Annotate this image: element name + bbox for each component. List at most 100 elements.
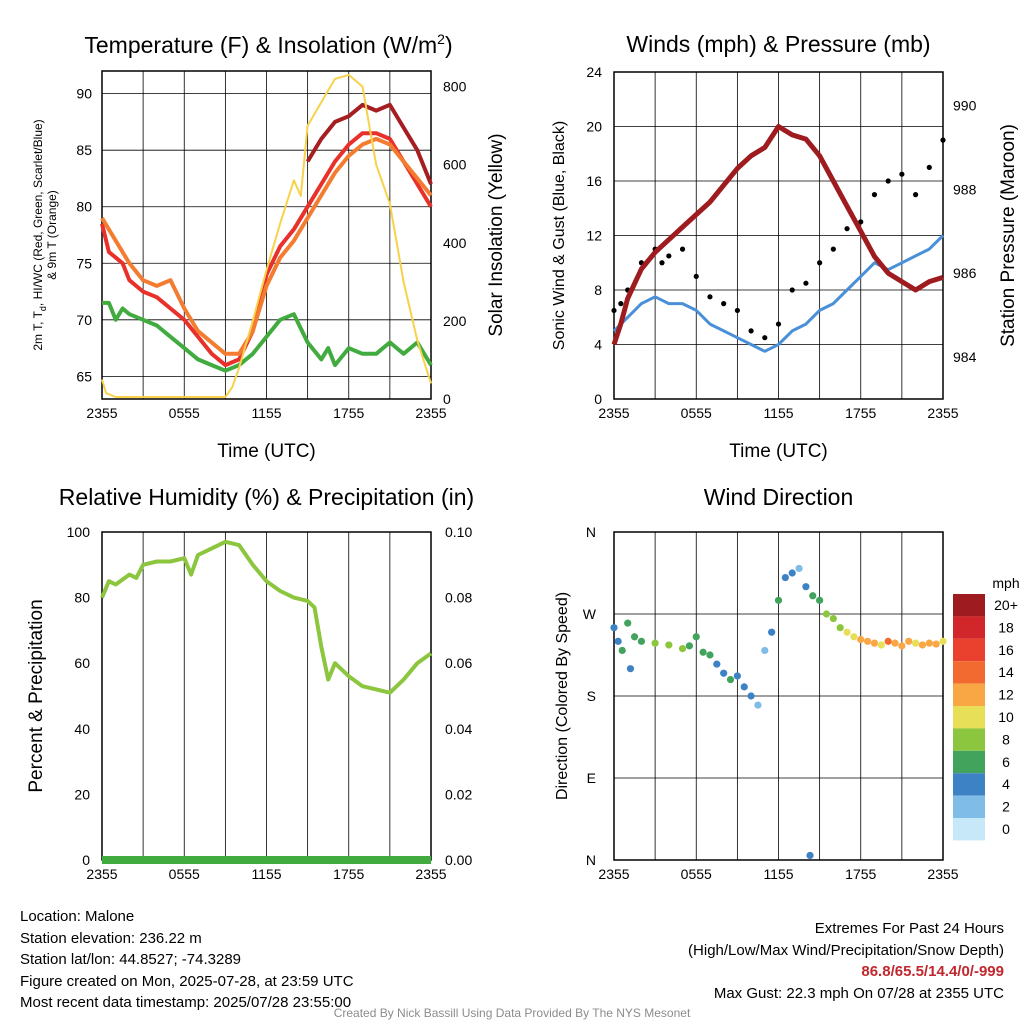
direction-point (624, 619, 632, 627)
x-tick-label: 2355 (927, 405, 958, 421)
legend-swatch (953, 661, 985, 684)
legend-label: 8 (1002, 731, 1010, 747)
direction-point (733, 672, 741, 680)
direction-point (891, 639, 899, 647)
gust-point (679, 246, 686, 252)
y2-tick-label: 0.04 (445, 721, 472, 737)
direction-point (822, 610, 831, 618)
gust-point (940, 137, 946, 143)
direction-point (836, 624, 844, 632)
y2-tick-label: 600 (443, 157, 467, 173)
direction-point (720, 669, 728, 677)
gust-point (803, 280, 809, 286)
direction-point (626, 665, 635, 673)
meteogram-figure: 2355 0555 1155 1755 235565707580859002004006… (26, 31, 1020, 882)
legend-swatch (953, 818, 985, 841)
gust-point (721, 301, 727, 307)
gust-point (817, 260, 823, 266)
direction-point (843, 628, 851, 636)
y-tick-label: N (586, 852, 596, 868)
gust-point (899, 171, 905, 177)
max-gust: Max Gust: 22.3 mph On 07/28 at 2355 UTC (713, 984, 1004, 1002)
y-tick-label: 70 (76, 312, 92, 328)
chart-title: Winds (mph) & Pressure (mb) (626, 31, 930, 57)
x-axis-label: Time (UTC) (729, 441, 828, 462)
chart-title: Temperature (F) & Insolation (W/m2) (84, 31, 452, 58)
direction-point (768, 628, 776, 636)
extremes-legend: (High/Low/Max Wind/Precipitation/Snow De… (688, 941, 1004, 959)
legend-swatch (953, 706, 985, 729)
gust-point (926, 164, 932, 170)
y-tick-label: 12 (586, 228, 602, 244)
direction-point (678, 645, 687, 653)
direction-point (905, 637, 913, 645)
direction-point (877, 641, 885, 649)
legend-swatch (953, 683, 985, 706)
direction-point (754, 701, 762, 709)
gust-point (789, 287, 795, 293)
direction-point (761, 646, 769, 655)
y2-tick-label: 200 (443, 313, 467, 329)
legend-label: 18 (998, 619, 1014, 635)
legend-swatch (953, 795, 985, 818)
x-tick-label: 2355 (415, 405, 446, 421)
direction-point (870, 639, 879, 647)
y2-tick-label: 0.10 (445, 524, 472, 540)
extremes-values: 86.8/65.5/14.4/0/-999 (861, 963, 1004, 980)
y-tick-label: 20 (74, 786, 90, 802)
y2-tick-label: 986 (953, 265, 977, 281)
series-line (101, 73, 432, 398)
gust-point (844, 226, 850, 232)
x-tick-label: 2355 (415, 866, 446, 882)
x-tick-label: 2355 (927, 866, 958, 882)
y2-axis-label: Solar Insolation (Yellow) (486, 133, 507, 336)
y-tick-label: 0 (594, 391, 602, 407)
direction-point (918, 641, 927, 649)
legend-swatch (953, 616, 985, 639)
gust-point (748, 328, 754, 334)
direction-point (932, 640, 940, 648)
gust-point (707, 294, 713, 300)
direction-point (630, 633, 639, 641)
legend-swatch (953, 750, 985, 774)
y-tick-label: 80 (76, 199, 92, 215)
legend-swatch (953, 638, 985, 662)
x-tick-label: 2355 (86, 866, 117, 882)
panel-2: 2355 0555 1155 1755 235504812162024984986988… (551, 31, 1019, 462)
y-tick-label: 85 (76, 142, 92, 158)
direction-point (850, 633, 858, 641)
direction-point (651, 639, 659, 647)
station-latlon: Station lat/lon: 44.8527; -74.3289 (20, 951, 242, 968)
y2-tick-label: 400 (443, 235, 467, 251)
direction-point (816, 596, 824, 604)
x-tick-label: 1755 (845, 866, 876, 882)
legend-label: 6 (1002, 754, 1010, 770)
direction-point (806, 851, 814, 860)
gust-point (611, 307, 617, 314)
direction-point (809, 592, 817, 600)
x-tick-label: 2355 (86, 405, 117, 421)
legend-label: 10 (998, 709, 1014, 725)
credit-line: Created By Nick Bassill Using Data Provi… (333, 1006, 691, 1020)
y2-tick-label: 0.08 (445, 590, 472, 606)
series-line (100, 136, 433, 356)
gust-point (830, 246, 836, 252)
series-line (305, 102, 433, 185)
x-tick-label: 1755 (845, 405, 876, 421)
direction-point (614, 637, 622, 645)
legend-swatch (953, 594, 985, 617)
y-tick-label: N (586, 524, 596, 540)
x-tick-label: 0555 (169, 866, 200, 882)
direction-point (857, 635, 865, 644)
y-axis-label: Sonic Wind & Gust (Blue, Black) (551, 121, 568, 350)
direction-point (864, 637, 872, 645)
direction-point (618, 646, 626, 655)
legend-swatch (953, 773, 985, 796)
gust-point (659, 260, 665, 266)
x-tick-label: 1155 (251, 866, 281, 882)
panel-1: 2355 0555 1155 1755 2355 65 70 75 80 85 90 0 200 400 6… (31, 31, 507, 462)
direction-point (706, 651, 714, 659)
x-axis-label: Time (UTC) (217, 441, 316, 462)
y-tick-label: 100 (67, 524, 91, 540)
